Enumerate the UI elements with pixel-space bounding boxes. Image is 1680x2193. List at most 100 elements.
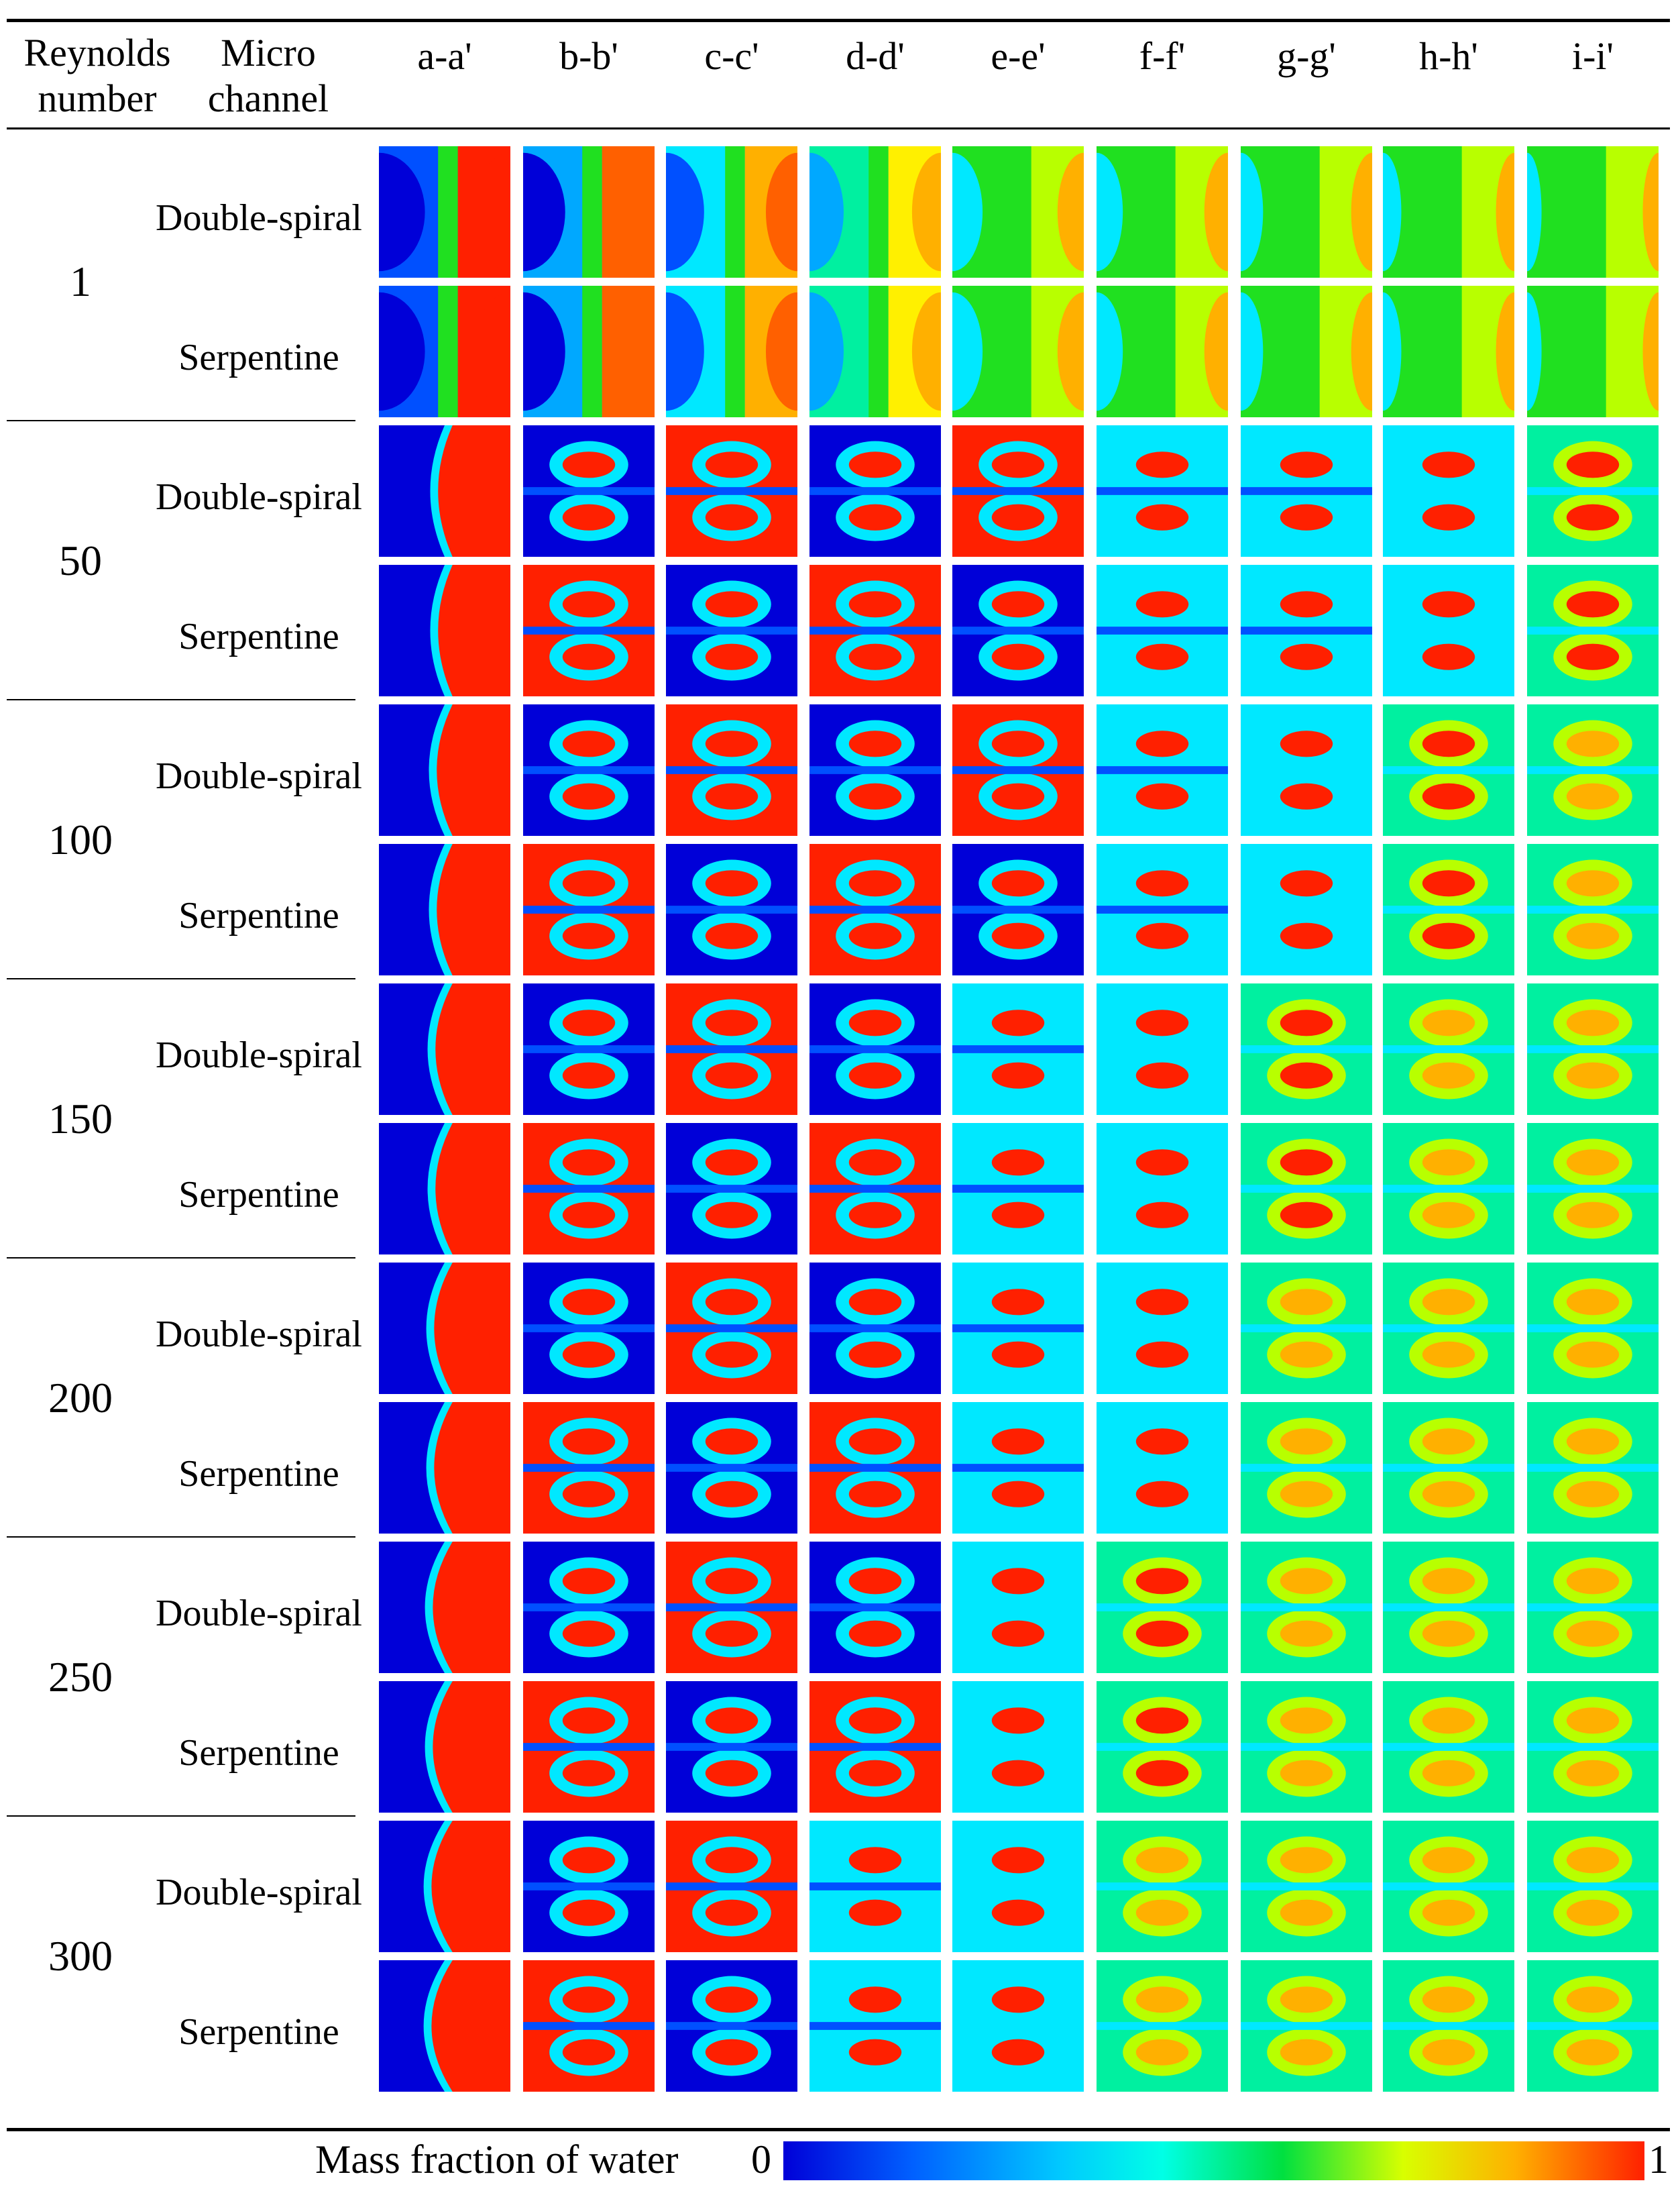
contour-tile-re200-double-spiral-d-d bbox=[809, 1263, 941, 1394]
contour-region bbox=[1241, 2022, 1372, 2030]
contour-region bbox=[725, 146, 745, 278]
contour-tile-re300-double-spiral-c-c bbox=[666, 1821, 797, 1952]
contour-tile-re100-serpentine-g-g bbox=[1241, 844, 1372, 975]
contour-region bbox=[1280, 1568, 1333, 1595]
contour-region bbox=[809, 487, 941, 495]
contour-tile-re1-double-spiral-c-c bbox=[666, 146, 797, 278]
contour-tile-re200-double-spiral-i-i bbox=[1527, 1263, 1659, 1394]
contour-tile-re50-serpentine-b-b bbox=[523, 565, 655, 696]
contour-tile-re300-serpentine-a-a bbox=[379, 1960, 510, 2092]
contour-region bbox=[1280, 1986, 1333, 2013]
channel-label-5-0: Double-spiral bbox=[156, 1593, 362, 1634]
contour-tile-re1-serpentine-h-h bbox=[1383, 286, 1514, 417]
contour-region bbox=[433, 1542, 510, 1673]
contour-tile-re250-serpentine-h-h bbox=[1383, 1681, 1514, 1813]
micro-channel-header: Micro channel bbox=[207, 31, 329, 120]
contour-region bbox=[1241, 906, 1372, 914]
contour-region bbox=[1241, 1743, 1372, 1751]
contour-region bbox=[1527, 152, 1542, 272]
contour-region bbox=[1422, 1847, 1475, 1874]
contour-tile-re150-serpentine-e-e bbox=[952, 1123, 1084, 1254]
contour-region bbox=[562, 643, 616, 670]
contour-region bbox=[1383, 766, 1514, 774]
bottom-rule bbox=[7, 2128, 1670, 2131]
contour-region bbox=[991, 643, 1045, 670]
contour-region bbox=[1496, 152, 1514, 272]
contour-region bbox=[1566, 1289, 1620, 1316]
contour-region bbox=[562, 1707, 616, 1734]
contour-region bbox=[1527, 1882, 1659, 1890]
contour-tile-re100-double-spiral-d-d bbox=[809, 704, 941, 836]
contour-region bbox=[705, 1568, 759, 1595]
contour-tile-re200-serpentine-i-i bbox=[1527, 1402, 1659, 1534]
contour-region bbox=[991, 1847, 1045, 1874]
contour-region bbox=[1566, 922, 1620, 949]
contour-tile-re200-serpentine-g-g bbox=[1241, 1402, 1372, 1534]
contour-tile-re250-serpentine-g-g bbox=[1241, 1681, 1372, 1813]
contour-region bbox=[666, 2022, 797, 2030]
contour-region bbox=[1566, 451, 1620, 478]
contour-region bbox=[1135, 922, 1189, 949]
contour-region bbox=[991, 2039, 1045, 2066]
contour-region bbox=[1135, 1707, 1189, 1734]
contour-tile-re300-serpentine-d-d bbox=[809, 1960, 941, 2092]
contour-region bbox=[1280, 643, 1333, 670]
contour-region bbox=[582, 146, 602, 278]
contour-region bbox=[705, 1620, 759, 1647]
contour-tile-re1-serpentine-f-f bbox=[1097, 286, 1228, 417]
contour-region bbox=[1280, 2039, 1333, 2066]
contour-tile-re200-double-spiral-b-b bbox=[523, 1263, 655, 1394]
contour-region bbox=[809, 1324, 941, 1332]
contour-region bbox=[1097, 906, 1228, 914]
channel-label-0-1: Serpentine bbox=[178, 337, 339, 378]
contour-region bbox=[705, 922, 759, 949]
contour-region bbox=[1566, 591, 1620, 618]
contour-tile-re100-serpentine-i-i bbox=[1527, 844, 1659, 975]
contour-region bbox=[523, 1603, 655, 1611]
contour-tile-re1-double-spiral-d-d bbox=[809, 146, 941, 278]
contour-region bbox=[1241, 766, 1372, 774]
contour-region bbox=[666, 152, 704, 272]
contour-region bbox=[1280, 451, 1333, 478]
reynolds-value-5: 250 bbox=[48, 1653, 113, 1701]
contour-tile-re50-double-spiral-g-g bbox=[1241, 425, 1372, 557]
contour-tile-re300-double-spiral-b-b bbox=[523, 1821, 655, 1952]
contour-region bbox=[1566, 1568, 1620, 1595]
contour-tile-re1-serpentine-d-d bbox=[809, 286, 941, 417]
contour-region bbox=[991, 1062, 1045, 1089]
contour-region bbox=[809, 2022, 941, 2030]
section-header-4: d-d' bbox=[846, 34, 905, 78]
contour-region bbox=[1383, 487, 1514, 495]
contour-region bbox=[848, 504, 902, 531]
contour-region bbox=[1383, 627, 1514, 635]
channel-label-4-0: Double-spiral bbox=[156, 1314, 362, 1355]
contour-region bbox=[1241, 292, 1264, 411]
contour-region bbox=[438, 146, 458, 278]
contour-region bbox=[991, 1149, 1045, 1176]
contour-tile-re100-serpentine-a-a bbox=[379, 844, 510, 975]
contour-region bbox=[1156, 286, 1176, 417]
contour-tile-re250-double-spiral-b-b bbox=[523, 1542, 655, 1673]
contour-region bbox=[438, 425, 510, 557]
contour-tile-re200-serpentine-a-a bbox=[379, 1402, 510, 1534]
contour-region bbox=[765, 152, 797, 272]
contour-tile-re50-serpentine-h-h bbox=[1383, 565, 1514, 696]
contour-region bbox=[1527, 1045, 1659, 1053]
contour-region bbox=[991, 783, 1045, 810]
contour-region bbox=[952, 2022, 1084, 2030]
contour-region bbox=[473, 152, 510, 272]
contour-region bbox=[438, 286, 458, 417]
contour-tile-re1-double-spiral-b-b bbox=[523, 146, 655, 278]
contour-region bbox=[1642, 152, 1659, 272]
contour-region bbox=[1097, 152, 1123, 272]
contour-region bbox=[1280, 1481, 1333, 1507]
contour-tile-re250-double-spiral-i-i bbox=[1527, 1542, 1659, 1673]
contour-region bbox=[848, 783, 902, 810]
contour-region bbox=[523, 1882, 655, 1890]
contour-region bbox=[1280, 1707, 1333, 1734]
contour-region bbox=[1097, 1324, 1228, 1332]
contour-region bbox=[952, 906, 1084, 914]
contour-region bbox=[562, 783, 616, 810]
contour-region bbox=[809, 1045, 941, 1053]
contour-region bbox=[1566, 1986, 1620, 2013]
